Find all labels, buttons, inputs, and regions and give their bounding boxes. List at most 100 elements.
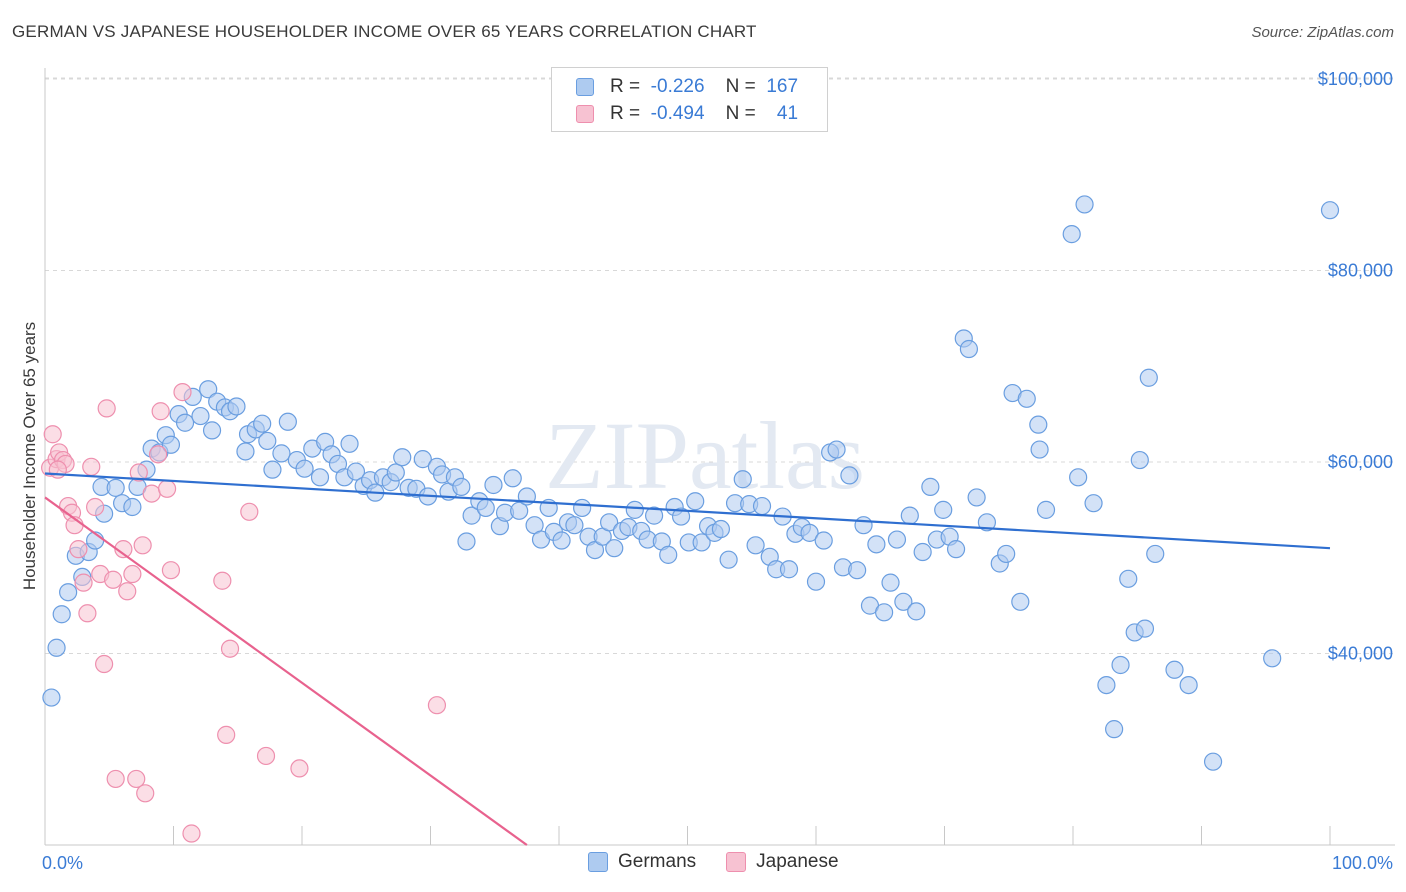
japanese-point <box>78 604 97 623</box>
germans-point <box>671 507 691 526</box>
japanese-point <box>157 479 177 498</box>
germans-point <box>867 535 886 554</box>
germans-point <box>1011 592 1030 611</box>
germans-point <box>814 531 833 550</box>
germans-point <box>887 530 907 549</box>
legend-n-label: N = <box>725 76 756 97</box>
germans-point <box>585 540 605 560</box>
germans-point <box>552 531 571 550</box>
bottom-legend-label: Japanese <box>756 851 839 872</box>
germans-point <box>278 412 297 431</box>
germans-point <box>881 573 900 592</box>
germans-point <box>827 440 846 459</box>
japanese-point <box>151 402 170 421</box>
y-tick-label: $60,000 <box>1328 452 1393 472</box>
germans-point <box>565 516 584 535</box>
germans-point <box>1179 675 1198 695</box>
germans-point <box>779 560 799 579</box>
germans-point <box>907 602 926 621</box>
japanese-point <box>69 540 88 559</box>
germans-point <box>47 638 66 657</box>
legend-r-label: R = <box>610 76 641 97</box>
japanese-point <box>220 639 240 658</box>
bottom-legend-germans: Germans <box>588 851 696 873</box>
germans-point <box>1320 201 1340 220</box>
watermark: ZIPatlas <box>545 402 865 509</box>
germans-point <box>644 506 664 525</box>
japanese-point <box>97 399 116 418</box>
germans-point <box>921 477 940 496</box>
germans-point <box>295 459 314 478</box>
germans-point <box>659 545 678 564</box>
japanese-point <box>173 383 192 402</box>
germans-point <box>253 414 272 433</box>
germans-point <box>977 513 997 532</box>
germans-point <box>484 475 503 495</box>
germans-point <box>692 533 711 552</box>
japanese-point <box>256 746 276 766</box>
germans-point <box>510 501 529 520</box>
germans-point <box>840 466 859 485</box>
legend-r-value: -0.226 <box>650 76 705 97</box>
germans-point <box>202 421 222 440</box>
germans-point <box>1075 195 1094 214</box>
germans-point <box>476 498 495 518</box>
germans-point <box>1069 468 1088 487</box>
germans-point <box>746 536 765 555</box>
germans-point <box>934 500 953 519</box>
legend-r-value: -0.494 <box>650 103 705 124</box>
germans-point <box>1084 494 1103 513</box>
germans-point <box>393 448 412 467</box>
germans-point <box>913 542 932 562</box>
germans-point <box>1036 500 1056 519</box>
germans-point <box>227 397 246 416</box>
germans-point <box>106 478 125 497</box>
germans-point <box>894 592 913 611</box>
japanese-point <box>123 564 142 584</box>
germans-point <box>346 462 366 481</box>
germans-point <box>310 468 330 487</box>
japanese-point <box>142 484 161 503</box>
germans-point <box>1263 649 1282 668</box>
legend-row-germans: R = -0.226 N = 167 <box>576 76 798 98</box>
japanese-point <box>106 769 125 789</box>
grid-lines <box>45 77 1395 654</box>
bottom-swatch-japanese <box>726 852 747 872</box>
germans-point <box>199 380 218 399</box>
germans-point <box>1062 225 1081 244</box>
germans-point <box>1165 660 1184 679</box>
japanese-trend-line <box>44 496 528 846</box>
legend-r-label: R = <box>610 103 641 124</box>
y-axis-title: Householder Income Over 65 years <box>20 322 39 590</box>
x-tick-label: 100.0% <box>1332 853 1393 873</box>
germans-point <box>1139 368 1158 387</box>
germans-point <box>52 605 71 624</box>
bottom-legend-label: Germans <box>618 851 697 872</box>
germans-point <box>625 500 644 519</box>
japanese-point <box>127 769 146 789</box>
japanese-point <box>182 824 201 843</box>
germans-point <box>900 506 919 525</box>
germans-point <box>1017 389 1036 408</box>
germans-point <box>573 498 592 518</box>
germans-point <box>854 516 873 535</box>
japanese-point <box>427 696 447 715</box>
germans-trend-line <box>44 472 1331 550</box>
germans-point <box>1130 450 1149 470</box>
legend-n-value: 41 <box>776 103 799 124</box>
germans-point <box>806 572 826 591</box>
japanese-point <box>213 571 232 590</box>
germans-point <box>340 434 359 453</box>
japanese-point <box>217 725 236 744</box>
japanese-point <box>161 561 181 580</box>
bottom-legend-japanese: Japanese <box>726 851 839 873</box>
germans-point <box>752 496 772 516</box>
chart-title: GERMAN VS JAPANESE HOUSEHOLDER INCOME OV… <box>12 22 757 41</box>
japanese-point <box>133 536 152 555</box>
axes <box>44 68 1395 846</box>
germans-point <box>946 540 966 559</box>
x-tick-label: 0.0% <box>42 853 83 873</box>
germans-point <box>272 444 291 463</box>
germans-point <box>452 477 471 496</box>
